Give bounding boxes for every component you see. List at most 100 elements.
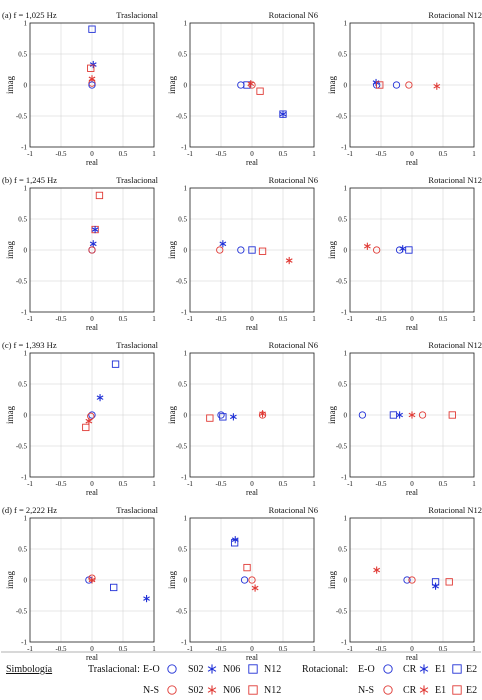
legend-item-n06-ns: N06 (223, 685, 240, 696)
y-tick-label: -0.5 (176, 113, 188, 121)
x-tick-label: 0 (250, 480, 254, 488)
data-point-star-marker-stroke (91, 227, 99, 232)
y-tick-label: -0.5 (176, 278, 188, 286)
y-tick-label: -1 (181, 144, 187, 152)
y-tick-label: 0.5 (338, 216, 347, 224)
data-point-square-marker (445, 578, 453, 586)
legend-markers (167, 664, 462, 695)
y-tick-label: -0.5 (336, 608, 348, 616)
x-tick-label: 1 (312, 645, 316, 653)
x-tick-label: -0.5 (55, 645, 67, 653)
plot-frame (189, 187, 315, 313)
data-point-star-marker-stroke (363, 244, 371, 249)
x-tick-label: 1 (152, 480, 156, 488)
x-axis-label: real (406, 653, 419, 662)
data-point-circle-marker (408, 576, 416, 584)
data-point-star-marker (259, 410, 266, 418)
legend-eo-label: E-O (143, 664, 160, 675)
y-tick-label: 1 (184, 20, 188, 28)
data-point-star-marker-stroke (399, 246, 407, 252)
y-tick-label: 0.5 (178, 381, 187, 389)
x-tick-label: 1 (152, 150, 156, 158)
x-axis-label: real (406, 158, 419, 167)
legend-item-cr-ns: CR (403, 685, 417, 696)
y-tick-label: 0 (344, 82, 348, 90)
x-axis-label: real (86, 488, 99, 497)
x-tick-label: -1 (187, 480, 193, 488)
plot-frame (349, 22, 475, 148)
data-point-star-marker-stroke (259, 411, 266, 417)
x-tick-label: -1 (27, 480, 33, 488)
y-tick-label: -1 (181, 639, 187, 647)
x-axis-label: real (246, 158, 259, 167)
y-tick-label: 0 (184, 412, 188, 420)
legend-item-s02-eo: S02 (188, 664, 204, 675)
y-tick-label: 0.5 (178, 546, 187, 554)
legend-circle-marker (383, 685, 393, 695)
plot-frame (29, 517, 155, 643)
x-tick-label: 0.5 (279, 150, 288, 158)
legend-star-marker (207, 685, 217, 695)
y-tick-label: -1 (181, 309, 187, 317)
y-tick-label: 0 (344, 247, 348, 255)
row-label: (d) f = 2,222 Hz (2, 505, 57, 515)
x-tick-label: 0.5 (439, 150, 448, 158)
data-point-star-marker (88, 75, 96, 83)
panel-title: Rotacional N6 (269, 175, 318, 185)
x-tick-label: 1 (472, 150, 476, 158)
legend-star-marker-stroke (419, 666, 429, 672)
legend-item-n12-ns: N12 (264, 685, 281, 696)
data-point-star-marker (251, 584, 259, 592)
panel-2-1: -1 -0.5 0 0.5 1 -1 -0.5 0 0.5 1 real imag Traslacion… (2, 175, 159, 332)
data-point-square-marker (87, 64, 95, 72)
data-point-square-marker (256, 87, 264, 95)
legend-star-marker (207, 664, 217, 674)
y-tick-label: 0 (24, 82, 28, 90)
x-tick-label: 1 (312, 150, 316, 158)
data-point-star-marker-stroke (279, 111, 287, 117)
data-point-circle-marker (373, 246, 381, 254)
y-tick-label: 0.5 (18, 546, 27, 554)
y-tick-label: 1 (344, 20, 348, 28)
data-point-square-marker (389, 411, 398, 419)
data-point-star-marker (408, 411, 416, 419)
data-point-star-marker (88, 576, 96, 584)
y-tick-label: 1 (24, 350, 28, 358)
y-tick-label: 0.5 (18, 216, 27, 224)
data-point-circle-marker (248, 576, 256, 584)
data-point-star-marker (432, 582, 439, 590)
legend-square-marker (248, 664, 258, 674)
panel-title: Traslacional (116, 175, 158, 185)
panel-title: Traslacional (116, 10, 158, 20)
y-tick-label: 0.5 (18, 51, 27, 59)
y-tick-label: 0 (24, 412, 28, 420)
panel-title: Traslacional (116, 505, 158, 515)
panel-3-1: -1 -0.5 0 0.5 1 -1 -0.5 0 0.5 1 real imag Traslacion… (2, 340, 159, 497)
legend-title: Simbología (6, 664, 53, 675)
y-tick-label: 0 (344, 577, 348, 585)
plot-frame (189, 352, 315, 478)
x-tick-label: 1 (312, 315, 316, 323)
data-point-circle-marker (418, 411, 427, 419)
x-axis-label: real (246, 653, 259, 662)
y-axis-label: imag (327, 406, 337, 424)
x-tick-label: -1 (347, 645, 353, 653)
data-point-circle-marker (405, 81, 413, 89)
panel-title: Rotacional N6 (269, 10, 318, 20)
y-tick-label: 1 (184, 515, 188, 523)
panel-title: Rotacional N12 (428, 505, 482, 515)
x-tick-label: 0 (90, 150, 94, 158)
y-axis-label: imag (5, 406, 15, 424)
data-point-square-marker (110, 583, 118, 592)
y-tick-label: 0 (24, 577, 28, 585)
legend-circle-marker (167, 664, 177, 674)
data-point-star-marker-stroke (88, 76, 96, 82)
y-tick-label: -0.5 (336, 443, 348, 451)
y-tick-label: 0 (184, 577, 188, 585)
plot-frame (189, 22, 315, 148)
x-tick-label: 1 (152, 315, 156, 323)
x-tick-label: 0 (250, 645, 254, 653)
panel-3-2: -1 -0.5 0 0.5 1 -1 -0.5 0 0.5 1 real imag Rotacional… (167, 340, 318, 497)
data-point-square-marker (405, 246, 413, 254)
plot-frame (349, 352, 475, 478)
